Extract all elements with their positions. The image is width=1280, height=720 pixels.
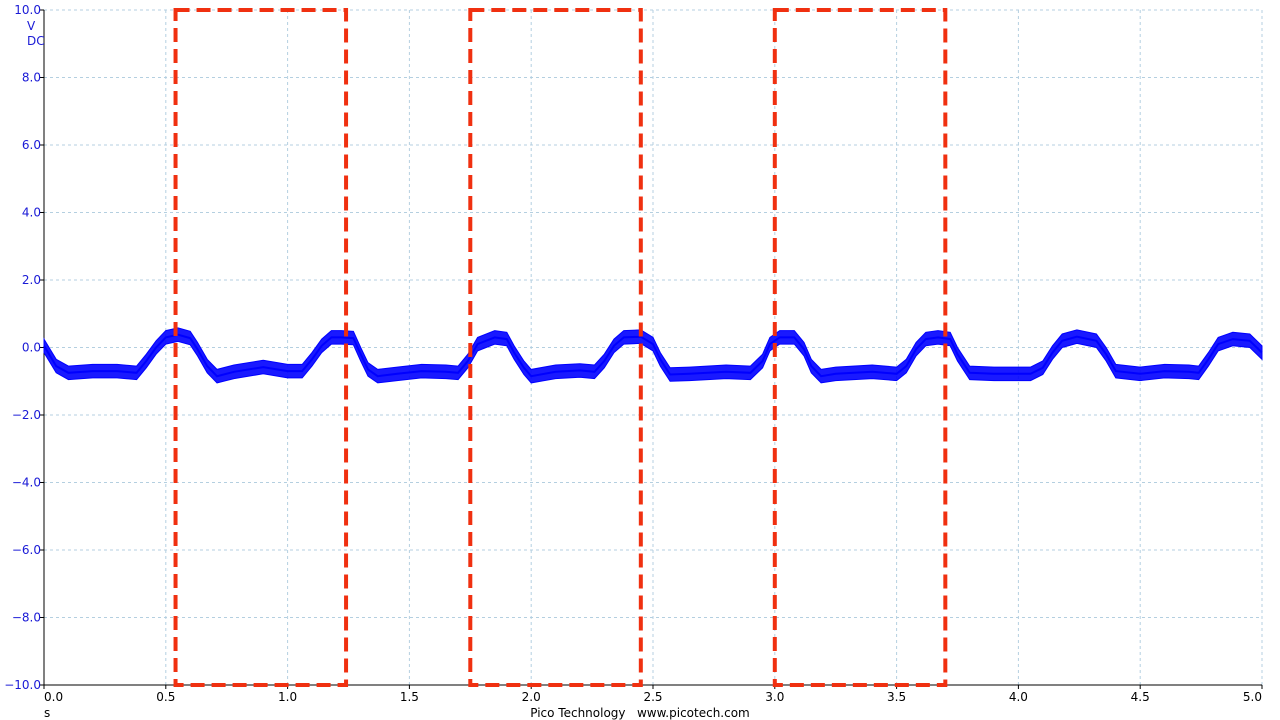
- y-tick-label: −8.0: [12, 611, 41, 625]
- x-tick-labels: 0.0 0.5 1.0 1.5 2.0 2.5 3.0 3.5 4.0 4.5 5.0: [44, 690, 1262, 704]
- y-tick-label: 6.0: [22, 138, 41, 152]
- y-tick-label: 10.0: [14, 3, 41, 17]
- signal-trace: [43, 333, 1263, 378]
- y-tick-label: 4.0: [22, 206, 41, 220]
- grid-lines: [43, 9, 1263, 686]
- x-tick-label: 1.5: [400, 690, 419, 704]
- x-tick-label: 3.5: [887, 690, 906, 704]
- x-tick-label: 5.0: [1243, 690, 1262, 704]
- series-layer: [43, 327, 1263, 384]
- signal-noise-band: [43, 327, 1263, 384]
- y-tick-label: −10.0: [4, 678, 41, 692]
- x-tick-label: 0.5: [156, 690, 175, 704]
- y-tick-labels: 10.0 8.0 6.0 4.0 2.0 0.0 −2.0 −4.0 −6.0 −8.0 −10.0: [4, 3, 41, 692]
- y-tick-label: −2.0: [12, 408, 41, 422]
- highlight-box: [772, 8, 948, 687]
- y-tick-label: 0.0: [22, 341, 41, 355]
- x-tick-label: 4.5: [1131, 690, 1150, 704]
- x-tick-label: 4.0: [1009, 690, 1028, 704]
- x-tick-label: 3.0: [765, 690, 784, 704]
- highlight-box: [173, 8, 349, 687]
- x-unit-label: s: [44, 706, 50, 720]
- x-tick-label: 2.5: [643, 690, 662, 704]
- footer-credit: Pico Technology www.picotech.com: [530, 706, 750, 720]
- y-unit-label: V: [27, 19, 36, 33]
- x-tick-label: 2.0: [522, 690, 541, 704]
- annotation-layer: [173, 8, 948, 687]
- y-coupling-label: DC: [27, 34, 45, 48]
- y-tick-label: −4.0: [12, 476, 41, 490]
- highlight-box: [468, 8, 643, 687]
- y-tick-label: −6.0: [12, 543, 41, 557]
- x-tick-label: 1.0: [278, 690, 297, 704]
- x-tick-label: 0.0: [44, 690, 63, 704]
- y-tick-label: 2.0: [22, 273, 41, 287]
- y-tick-label: 8.0: [22, 71, 41, 85]
